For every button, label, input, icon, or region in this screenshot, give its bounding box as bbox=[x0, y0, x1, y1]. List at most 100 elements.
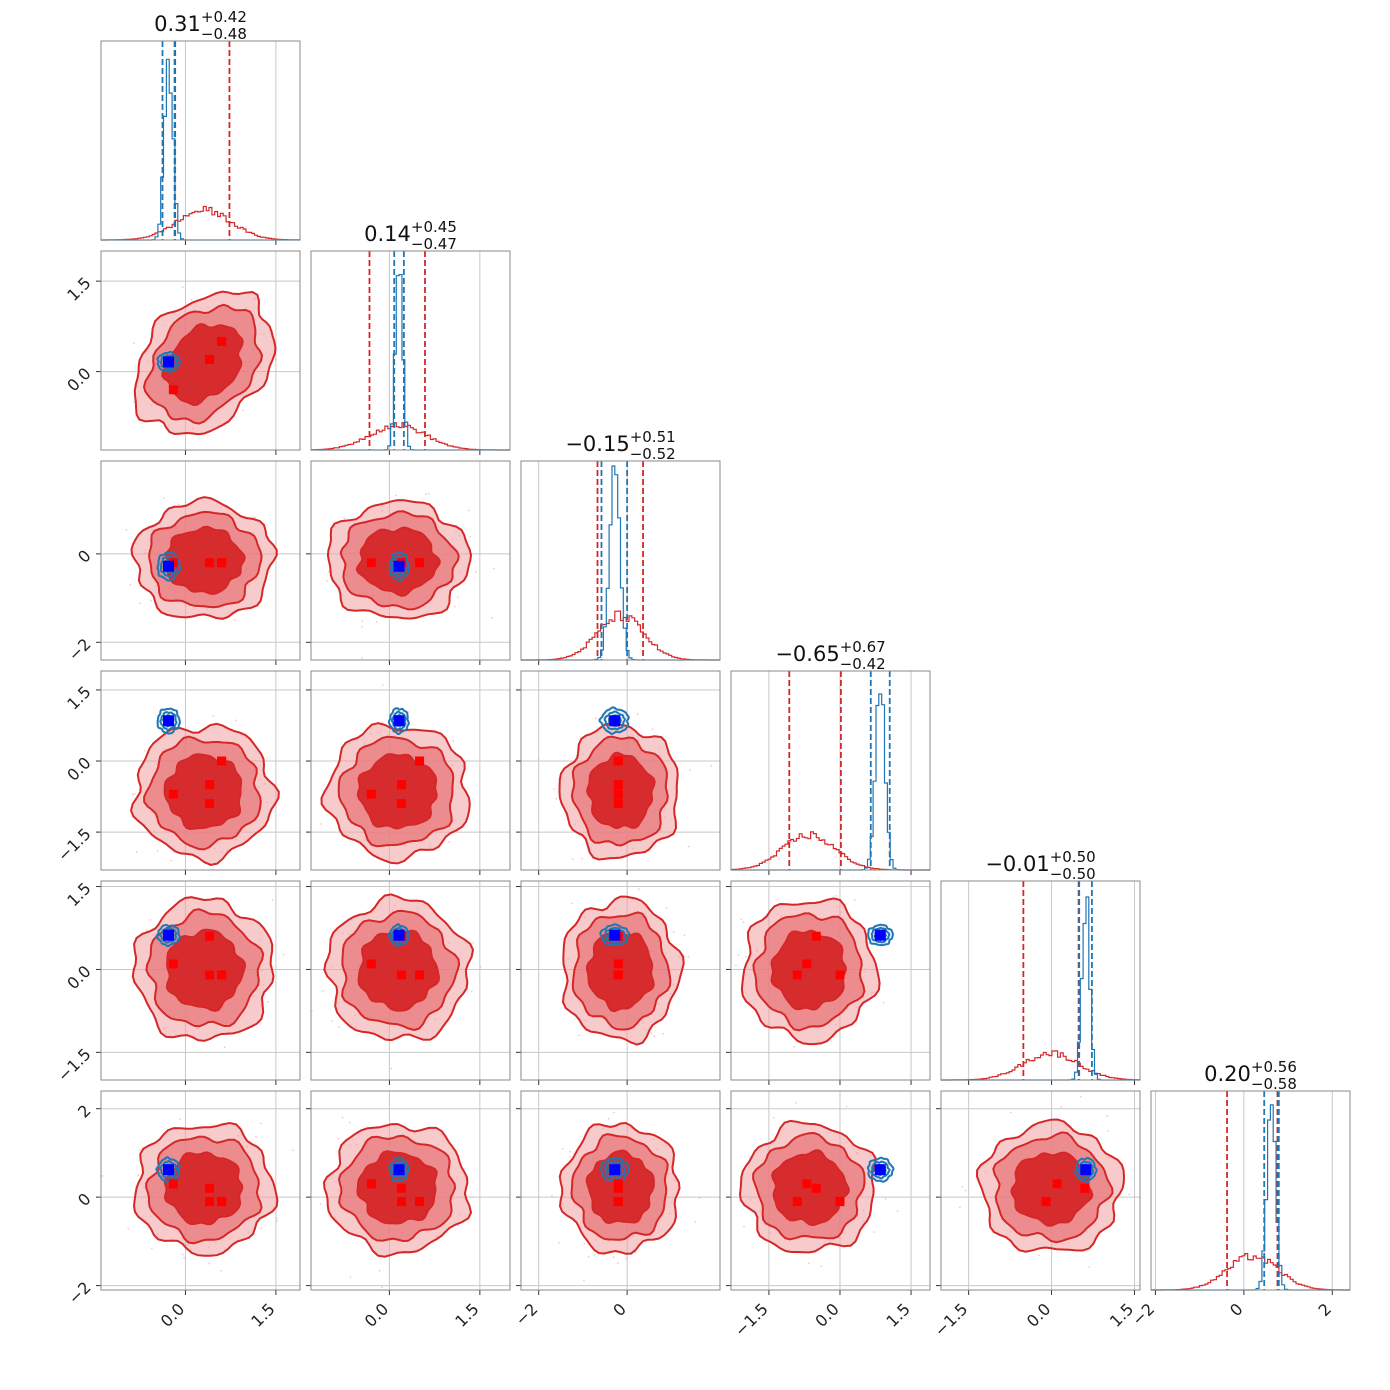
sample-point bbox=[320, 823, 322, 825]
sample-point bbox=[688, 769, 691, 771]
panel-frame bbox=[1150, 1090, 1351, 1291]
panel-frame bbox=[100, 670, 301, 871]
sample-point bbox=[581, 857, 584, 860]
sample-point bbox=[820, 1265, 823, 1268]
panel-title-minus-wrap: −0.50 bbox=[1050, 865, 1096, 883]
sample-point bbox=[361, 620, 364, 623]
title-plus: +0.42 bbox=[201, 8, 247, 26]
red-marker bbox=[205, 1197, 215, 1207]
sample-point bbox=[394, 494, 397, 497]
panel-title: −0.15+0.51 bbox=[565, 428, 675, 456]
sample-point bbox=[282, 953, 285, 956]
red-marker bbox=[205, 970, 215, 980]
sample-point bbox=[694, 1221, 697, 1223]
y-tick-label: −2 bbox=[65, 1278, 95, 1308]
red-marker bbox=[835, 1197, 845, 1207]
panel-title: 0.14+0.45 bbox=[364, 218, 457, 246]
sample-point bbox=[378, 1269, 381, 1272]
sample-point bbox=[150, 599, 152, 602]
panel-2d-5-2: −2 0 bbox=[511, 1090, 721, 1330]
panel-title: −0.65+0.67 bbox=[775, 638, 885, 666]
title-minus: −0.50 bbox=[1050, 865, 1096, 883]
sample-point bbox=[361, 657, 364, 659]
red-marker bbox=[811, 1183, 821, 1193]
sample-point bbox=[537, 757, 540, 760]
panel-frame bbox=[100, 1090, 301, 1291]
panel-2d-5-0: 0.0 1.5 −2 0 2 bbox=[65, 1090, 301, 1331]
title-minus: −0.47 bbox=[411, 235, 457, 253]
sample-point bbox=[1009, 1111, 1012, 1114]
sample-point bbox=[1038, 1254, 1040, 1257]
sample-point bbox=[665, 907, 668, 909]
sample-point bbox=[326, 580, 329, 582]
sample-point bbox=[135, 851, 138, 853]
sample-point bbox=[390, 1067, 393, 1070]
title-median: 0.14 bbox=[364, 222, 411, 246]
panel-2d-4-3 bbox=[726, 880, 931, 1085]
y-tick-label: 0.0 bbox=[63, 753, 94, 784]
panel-frame bbox=[310, 1090, 511, 1291]
red-marker bbox=[205, 355, 215, 365]
red-marker bbox=[205, 799, 215, 809]
title-median: −0.65 bbox=[775, 642, 839, 666]
sample-point bbox=[479, 965, 482, 968]
blue-marker bbox=[163, 929, 175, 941]
sample-point bbox=[743, 1225, 745, 1228]
panel-frame bbox=[100, 880, 301, 1081]
panel-title-minus-wrap: −0.47 bbox=[411, 235, 457, 253]
sample-point bbox=[638, 888, 640, 891]
x-tick-label: 0.0 bbox=[1023, 1299, 1054, 1330]
blue-contour-2 bbox=[604, 927, 626, 944]
sample-point bbox=[267, 1000, 270, 1003]
sample-point bbox=[735, 964, 737, 967]
sample-point bbox=[208, 1262, 210, 1265]
panel-2d-2-1 bbox=[306, 460, 511, 665]
x-tick-label: 1.5 bbox=[882, 1299, 913, 1330]
blue-contour-2 bbox=[159, 926, 178, 944]
title-median: −0.15 bbox=[565, 432, 629, 456]
sample-point bbox=[896, 1210, 899, 1213]
title-plus: +0.51 bbox=[630, 428, 676, 446]
blue-marker bbox=[874, 1164, 886, 1176]
blue-contour-2 bbox=[159, 354, 178, 370]
sample-point bbox=[407, 711, 410, 714]
panel-title-minus-wrap: −0.42 bbox=[840, 655, 886, 673]
panel-2d-3-0: −1.5 0.0 1.5 bbox=[54, 670, 301, 875]
red-marker bbox=[811, 931, 821, 941]
red-marker bbox=[613, 799, 623, 809]
red-marker bbox=[217, 970, 227, 980]
sample-point bbox=[131, 793, 134, 796]
sample-point bbox=[341, 1116, 344, 1119]
red-marker bbox=[835, 970, 845, 980]
sample-point bbox=[137, 1174, 140, 1176]
y-tick-label: −2 bbox=[65, 635, 95, 665]
sample-point bbox=[150, 1247, 153, 1250]
red-marker bbox=[396, 1197, 406, 1207]
red-marker bbox=[366, 558, 376, 568]
sample-point bbox=[127, 1227, 130, 1230]
sample-point bbox=[593, 1254, 596, 1256]
panel-title-minus-wrap: −0.58 bbox=[1251, 1075, 1297, 1093]
sample-point bbox=[583, 1242, 586, 1245]
blue-marker bbox=[163, 715, 175, 727]
blue-contour-2 bbox=[603, 710, 626, 731]
blue-marker bbox=[393, 715, 405, 727]
sample-point bbox=[125, 528, 128, 531]
sample-point bbox=[1060, 1106, 1063, 1108]
red-marker bbox=[168, 959, 178, 969]
sample-point bbox=[793, 1045, 796, 1048]
y-tick-label: 2 bbox=[74, 1101, 95, 1122]
blue-contour-2 bbox=[159, 1160, 178, 1179]
sample-point bbox=[958, 1206, 961, 1209]
sample-point bbox=[349, 1276, 352, 1279]
x-tick-label: 0 bbox=[609, 1299, 630, 1320]
y-tick-label: −1.5 bbox=[54, 824, 95, 865]
sample-point bbox=[1107, 1130, 1110, 1132]
sample-point bbox=[381, 684, 384, 687]
sample-point bbox=[156, 849, 159, 852]
red-marker bbox=[415, 1197, 425, 1207]
red-marker bbox=[613, 780, 623, 790]
x-tick-label: −2 bbox=[1128, 1299, 1158, 1329]
panel-title-minus-wrap: −0.48 bbox=[201, 25, 247, 43]
